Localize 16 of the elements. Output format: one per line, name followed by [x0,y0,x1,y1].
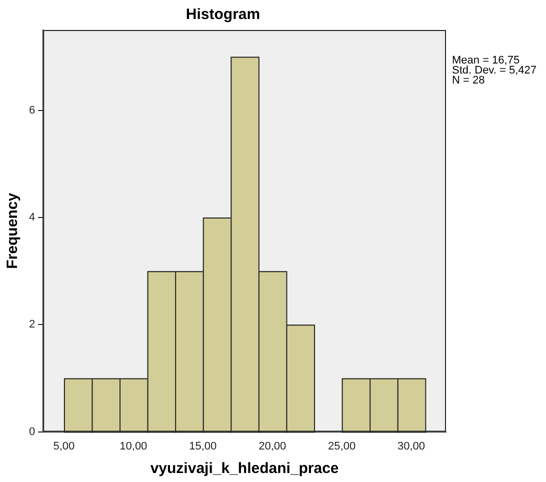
y-tick-label: 6 [28,104,36,116]
x-tick-label: 15,00 [189,440,217,452]
y-tick-label: 2 [28,318,36,331]
chart-title: Histogram [186,6,260,24]
y-tick-label: 4 [28,212,36,224]
x-axis-title: vyuzivaji_k_hledani_prace [150,460,339,478]
x-tick-label: 20,00 [258,440,286,452]
x-tick-label: 30,00 [398,440,426,452]
x-tick-label: 25,00 [328,440,356,452]
text: Mean = 16,75 [452,54,520,67]
x-tick-label: 5,00 [53,440,75,452]
x-tick-label: 10,00 [120,440,148,452]
text: Std. Dev. = 5,427 [452,64,536,77]
text: N = 28 [452,74,485,87]
y-axis-title: Frequency [4,192,22,269]
y-tick-label: 0 [28,426,36,438]
